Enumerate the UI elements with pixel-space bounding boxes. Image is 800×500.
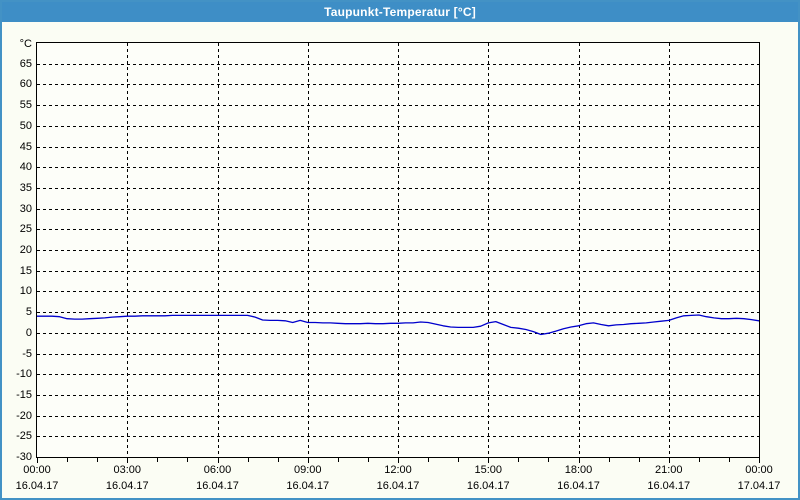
y-axis-label: 60: [19, 78, 32, 91]
x-axis-time-label: 15:00: [474, 464, 503, 476]
x-axis-time-label: 00:00: [745, 464, 773, 476]
x-axis-tick: [218, 458, 219, 463]
y-axis-label: 40: [19, 161, 32, 174]
y-axis-label: 30: [19, 202, 32, 215]
x-axis-date-label: 16.04.17: [286, 480, 330, 492]
x-axis-tick: [37, 458, 38, 463]
x-axis-date-label: 16.04.17: [466, 480, 510, 492]
x-axis-tick: [579, 458, 580, 463]
x-axis-tick: [97, 458, 98, 462]
y-axis-label: 55: [19, 99, 32, 112]
x-axis-tick: [398, 458, 399, 463]
x-axis-tick: [488, 458, 489, 463]
y-axis-label: -10: [16, 368, 32, 381]
x-axis-tick: [518, 458, 519, 462]
x-axis-date-label: 16.04.17: [15, 480, 59, 492]
x-axis-tick: [338, 458, 339, 462]
dew-point-line-chart: [37, 43, 759, 457]
x-axis-time-label: 21:00: [654, 464, 683, 476]
y-axis-label: -15: [16, 388, 32, 401]
x-axis-tick: [368, 458, 369, 462]
x-axis-time-label: 06:00: [203, 464, 232, 476]
x-axis-tick: [308, 458, 309, 463]
x-axis-tick: [548, 458, 549, 462]
temperature-line: [37, 314, 759, 336]
x-axis-tick: [248, 458, 249, 462]
x-axis-tick: [609, 458, 610, 462]
y-axis-unit-label: °C: [19, 38, 32, 50]
y-axis-label: 65: [19, 57, 32, 70]
y-axis-label: 15: [19, 264, 32, 277]
x-axis-date-label: 17.04.17: [737, 480, 781, 492]
y-axis-label: -20: [16, 409, 32, 422]
y-axis-label: -25: [16, 430, 32, 443]
y-axis-label: 50: [19, 119, 32, 132]
y-axis-label: 10: [19, 285, 32, 298]
plot-area: [36, 42, 760, 458]
x-axis-date-label: 16.04.17: [105, 480, 149, 492]
x-axis-tick: [127, 458, 128, 463]
x-axis-time-label: 12:00: [384, 464, 412, 476]
x-axis-tick: [278, 458, 279, 462]
x-axis-date-label: 16.04.17: [647, 480, 691, 492]
x-axis-tick: [669, 458, 670, 463]
x-axis-tick: [157, 458, 158, 462]
x-axis-time-label: 09:00: [293, 464, 322, 476]
y-axis-label: 45: [19, 140, 32, 153]
x-axis-time-label: 00:00: [23, 464, 51, 476]
y-axis-label: 5: [25, 306, 32, 319]
y-axis-label: 35: [19, 181, 32, 194]
x-axis-tick: [67, 458, 68, 462]
x-axis-time-label: 03:00: [113, 464, 142, 476]
x-axis-time-label: 18:00: [564, 464, 593, 476]
x-axis-date-label: 16.04.17: [196, 480, 239, 492]
x-axis-tick: [639, 458, 640, 462]
x-axis-tick: [699, 458, 700, 462]
y-axis-label: -30: [16, 451, 32, 463]
y-axis-label: 0: [25, 326, 32, 339]
window-title: Taupunkt-Temperatur [°C]: [324, 5, 476, 19]
x-axis-date-label: 16.04.17: [557, 480, 600, 492]
x-axis-tick: [458, 458, 459, 462]
x-axis-tick: [428, 458, 429, 462]
x-axis-date-label: 16.04.17: [376, 480, 420, 492]
x-axis-tick: [729, 458, 730, 462]
y-axis-label: 20: [19, 244, 32, 256]
window-titlebar: Taupunkt-Temperatur [°C]: [2, 2, 798, 22]
y-axis-label: -5: [22, 347, 32, 360]
x-axis-tick: [759, 458, 760, 463]
x-axis-tick: [187, 458, 188, 462]
y-axis-label: 25: [19, 223, 32, 236]
